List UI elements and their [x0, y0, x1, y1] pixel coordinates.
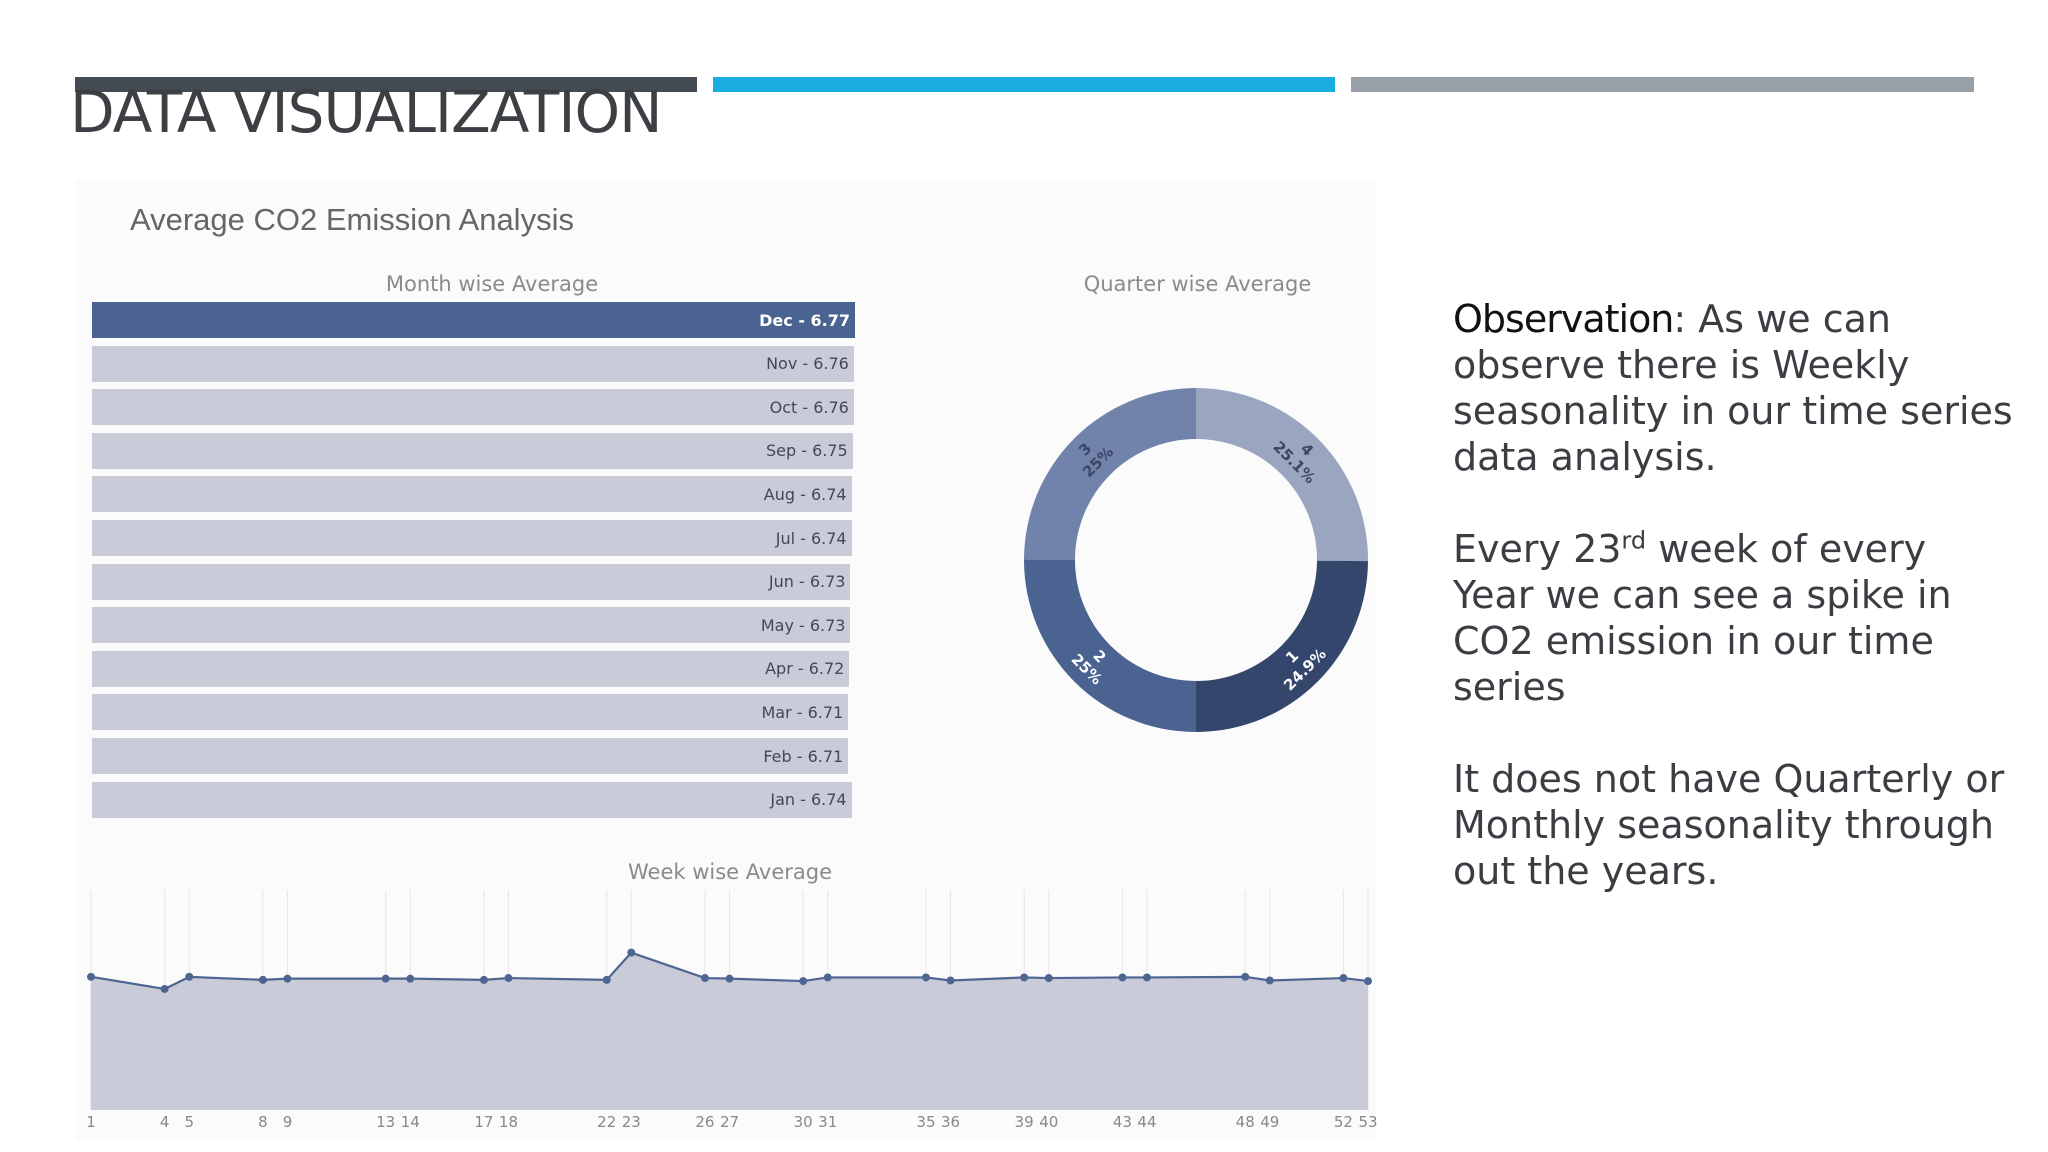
week-point — [283, 974, 292, 983]
week-tick-label: 9 — [283, 1113, 293, 1131]
week-point — [504, 974, 513, 983]
month-chart-title: Month wise Average — [385, 272, 599, 296]
week-tick-label: 4 — [160, 1113, 170, 1131]
week-tick-label: 43 — [1113, 1113, 1132, 1131]
week-tick-label: 27 — [720, 1113, 739, 1131]
week-point — [799, 977, 808, 986]
week-tick-label: 35 — [916, 1113, 935, 1131]
week-area-fill — [91, 952, 1368, 1110]
week-point — [1364, 977, 1372, 986]
week-tick-label: 23 — [622, 1113, 641, 1131]
week-point — [921, 973, 930, 982]
week-point — [823, 973, 832, 982]
week-point — [185, 972, 194, 981]
week-tick-label: 13 — [376, 1113, 395, 1131]
month-bar-jul: Jul - 6.74 — [92, 520, 852, 556]
week-tick-label: 26 — [695, 1113, 714, 1131]
slide-title: DATA VISUALIZATION — [70, 78, 662, 146]
month-bar-may: May - 6.73 — [92, 607, 851, 644]
week-point — [946, 976, 955, 985]
week-tick-label: 49 — [1260, 1113, 1279, 1131]
observation-p1-text: : As we can observe there is Weekly seas… — [1453, 297, 2013, 479]
donut-slice-q1 — [1196, 560, 1368, 732]
month-bar-mar: Mar - 6.71 — [92, 694, 849, 731]
week-tick-label: 5 — [184, 1113, 194, 1131]
month-bar-oct: Oct - 6.76 — [92, 389, 854, 426]
week-point — [602, 975, 611, 984]
week-tick-label: 44 — [1137, 1113, 1156, 1131]
accent-bar-gray — [1351, 77, 1974, 92]
accent-bar-dark — [75, 77, 697, 92]
accent-bar-blue — [713, 77, 1335, 92]
observation-paragraph-1: Observation: As we can observe there is … — [1453, 296, 2013, 480]
week-tick-label: 22 — [597, 1113, 616, 1131]
week-point — [479, 975, 488, 984]
quarter-donut-chart: 425.1%124.9%225%325% — [1024, 388, 1368, 732]
week-point — [406, 974, 415, 983]
month-bar-apr: Apr - 6.72 — [92, 650, 850, 687]
dashboard-title: Average CO2 Emission Analysis — [130, 202, 574, 237]
week-point — [1241, 972, 1250, 981]
week-point — [627, 948, 636, 957]
week-tick-label: 40 — [1039, 1113, 1058, 1131]
week-tick-label: 53 — [1358, 1113, 1377, 1131]
observation-text: Observation: As we can observe there is … — [1453, 296, 2013, 940]
week-tick-label: 48 — [1236, 1113, 1255, 1131]
month-bar-jun: Jun - 6.73 — [92, 563, 851, 600]
donut-slice-q3 — [1024, 388, 1196, 560]
observation-p2-before: Every 23 — [1453, 527, 1622, 571]
week-point — [160, 984, 169, 993]
week-tick-label: 18 — [499, 1113, 518, 1131]
month-bar-aug: Aug - 6.74 — [92, 476, 852, 513]
week-chart-title: Week wise Average — [628, 860, 832, 884]
week-point — [1118, 973, 1127, 982]
week-tick-label: 1 — [86, 1113, 96, 1131]
week-tick-label: 17 — [474, 1113, 493, 1131]
month-bar-jan: Jan - 6.74 — [92, 781, 852, 818]
week-point — [725, 974, 734, 983]
week-tick-label: 31 — [818, 1113, 837, 1131]
donut-slice-q2 — [1024, 560, 1196, 732]
week-point — [381, 974, 390, 983]
week-area-chart: 1 4 5 8 9 13 14 17 18 22 23 26 27 30 31 35 36 39 40 43 44 48 4… — [86, 890, 1378, 1131]
week-point — [87, 972, 95, 981]
week-point — [700, 974, 709, 983]
week-tick-label: 14 — [401, 1113, 420, 1131]
month-bar-dec: Dec - 6.77 — [92, 302, 855, 338]
week-point — [1044, 974, 1053, 983]
month-bar-feb: Feb - 6.71 — [92, 738, 849, 774]
donut-slice-q4 — [1196, 388, 1368, 562]
week-point — [1142, 973, 1151, 982]
week-point — [1020, 973, 1029, 982]
week-point — [258, 975, 267, 984]
week-tick-label: 52 — [1334, 1113, 1353, 1131]
observation-p2-sup: rd — [1621, 526, 1647, 555]
observation-lead: Observation — [1453, 297, 1674, 341]
month-bar-sep: Sep - 6.75 — [92, 432, 853, 469]
observation-paragraph-2: Every 23rd week of every Year we can see… — [1453, 526, 2013, 710]
observation-paragraph-3: It does not have Quarterly or Monthly se… — [1453, 757, 2005, 893]
week-point — [1339, 974, 1348, 983]
week-tick-label: 8 — [258, 1113, 268, 1131]
week-tick-label: 39 — [1015, 1113, 1034, 1131]
observation-p2-after: week of every Year we can see a spike in… — [1453, 527, 1952, 709]
month-bar-nov: Nov - 6.76 — [92, 345, 854, 382]
week-tick-label: 36 — [941, 1113, 960, 1131]
week-point — [1265, 976, 1274, 985]
quarter-chart-title: Quarter wise Average — [1083, 272, 1312, 296]
week-tick-label: 30 — [794, 1113, 813, 1131]
